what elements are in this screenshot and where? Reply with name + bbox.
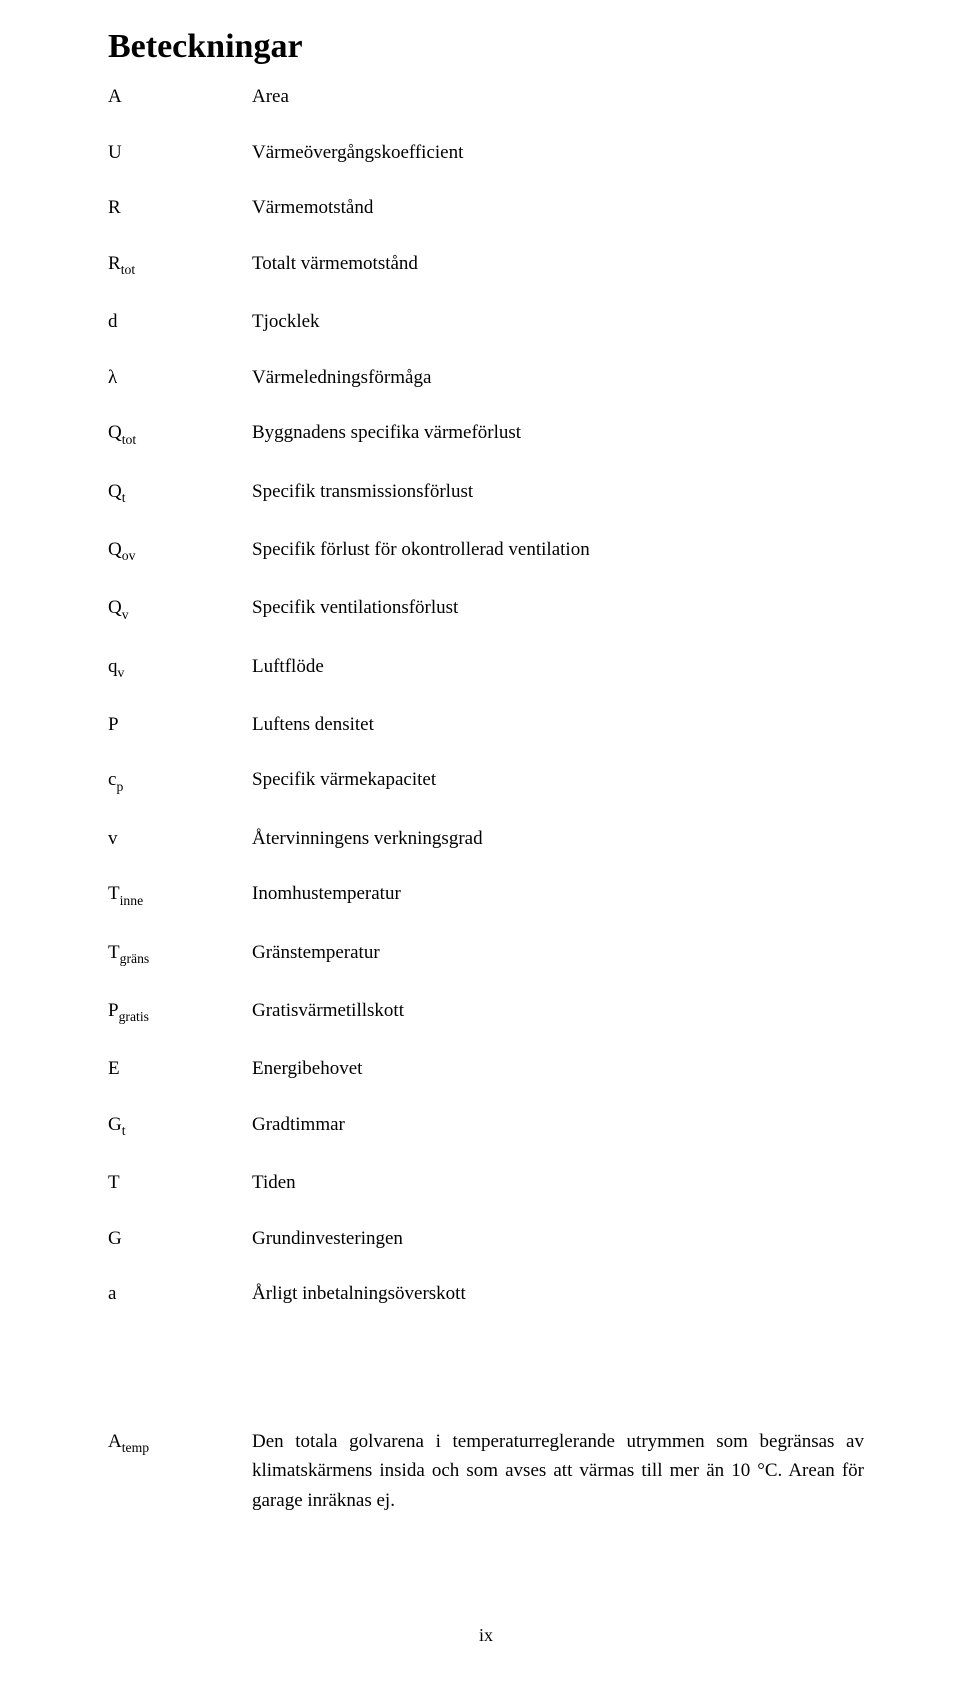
definition-description: Gratisvärmetillskott: [252, 998, 864, 1026]
definition-symbol: Tinne: [108, 881, 252, 909]
definition-symbol-base: λ: [108, 367, 117, 388]
definition-symbol-base: T: [108, 1172, 120, 1193]
definition-description: Luftens densitet: [252, 712, 864, 738]
page-title: Beteckningar: [108, 28, 864, 66]
definitions-list: A Area U Värmeövergångskoefficient R Värmemot…: [108, 84, 864, 1307]
definition-symbol-sub: p: [116, 779, 123, 794]
definition-description: Specifik transmissionsförlust: [252, 479, 864, 507]
definition-description: Area: [252, 84, 864, 110]
definition-symbol-base: R: [108, 197, 121, 218]
definition-symbol-base: Ρ: [108, 714, 119, 735]
definition-symbol-sub: v: [122, 607, 129, 622]
definition-description: Gränstemperatur: [252, 940, 864, 968]
definition-symbol-base: v: [108, 828, 118, 849]
definition-symbol-base: U: [108, 142, 122, 163]
definition-symbol-base: Q: [108, 597, 122, 618]
definition-symbol: U: [108, 140, 252, 166]
definition-symbol-sub: v: [118, 665, 125, 680]
definition-symbol-sub: gräns: [120, 951, 150, 966]
definition-description: Återvinningens verkningsgrad: [252, 826, 864, 852]
definition-symbol: qv: [108, 654, 252, 682]
definition-description: Luftflöde: [252, 654, 864, 682]
paragraph-description: Den totala golvarena i temperaturreglera…: [252, 1427, 864, 1515]
definition-symbol-sub: tot: [122, 432, 136, 447]
definition-symbol: Tgräns: [108, 940, 252, 968]
definition-symbol: Ρ: [108, 712, 252, 738]
definition-description: Specifik värmekapacitet: [252, 767, 864, 795]
definition-description: Grundinvesteringen: [252, 1226, 864, 1252]
definition-symbol-base: T: [108, 883, 120, 904]
definition-symbol: d: [108, 309, 252, 335]
definition-symbol: G: [108, 1226, 252, 1252]
definition-symbol-sub: tot: [121, 262, 135, 277]
definition-description: Inomhustemperatur: [252, 881, 864, 909]
definition-description: Värmeledningsförmåga: [252, 365, 864, 391]
definition-symbol: R: [108, 195, 252, 221]
paragraph-symbol-base: A: [108, 1431, 122, 1452]
definition-symbol-sub: t: [122, 490, 126, 505]
definition-paragraph: Atemp Den totala golvarena i temperaturr…: [108, 1427, 864, 1515]
definition-symbol: Gt: [108, 1112, 252, 1140]
definition-symbol-base: q: [108, 656, 118, 677]
definition-symbol-sub: gratis: [119, 1009, 149, 1024]
definition-description: Gradtimmar: [252, 1112, 864, 1140]
definition-description: Specifik ventilationsförlust: [252, 595, 864, 623]
definition-symbol-base: R: [108, 253, 121, 274]
definition-symbol: v: [108, 826, 252, 852]
definition-symbol-base: d: [108, 311, 118, 332]
definition-description: Årligt inbetalningsöverskott: [252, 1281, 864, 1307]
definition-symbol-base: G: [108, 1114, 122, 1135]
definition-description: Värmemotstånd: [252, 195, 864, 221]
paragraph-symbol: Atemp: [108, 1427, 252, 1515]
definition-description: Byggnadens specifika värmeförlust: [252, 420, 864, 448]
definition-symbol: A: [108, 84, 252, 110]
definition-symbol: Qv: [108, 595, 252, 623]
definition-description: Tjocklek: [252, 309, 864, 335]
definition-symbol-base: Q: [108, 481, 122, 502]
definition-symbol: Qtot: [108, 420, 252, 448]
definition-description: Värmeövergångskoefficient: [252, 140, 864, 166]
definition-symbol-base: Q: [108, 422, 122, 443]
definition-symbol: a: [108, 1281, 252, 1307]
definition-symbol-base: A: [108, 86, 122, 107]
definition-symbol-base: P: [108, 1000, 119, 1021]
definition-symbol-base: Q: [108, 539, 122, 560]
definition-symbol-base: a: [108, 1283, 116, 1304]
definition-symbol-sub: t: [122, 1123, 126, 1138]
definition-symbol: T: [108, 1170, 252, 1196]
definition-symbol: Qov: [108, 537, 252, 565]
definition-description: Specifik förlust för okontrollerad venti…: [252, 537, 864, 565]
definition-symbol-base: G: [108, 1228, 122, 1249]
definition-description: Energibehovet: [252, 1056, 864, 1082]
definition-symbol-sub: inne: [120, 893, 144, 908]
definition-symbol-base: T: [108, 942, 120, 963]
definition-symbol: Pgratis: [108, 998, 252, 1026]
definition-symbol: Qt: [108, 479, 252, 507]
definition-description: Totalt värmemotstånd: [252, 251, 864, 279]
definition-symbol: cp: [108, 767, 252, 795]
paragraph-symbol-sub: temp: [122, 1440, 149, 1455]
definition-symbol-base: E: [108, 1058, 120, 1079]
definition-symbol-sub: ov: [122, 548, 136, 563]
spacer: [108, 1307, 864, 1427]
page-number: ix: [108, 1625, 864, 1646]
definition-symbol: Rtot: [108, 251, 252, 279]
definition-symbol: λ: [108, 365, 252, 391]
definition-symbol: E: [108, 1056, 252, 1082]
definition-description: Tiden: [252, 1170, 864, 1196]
